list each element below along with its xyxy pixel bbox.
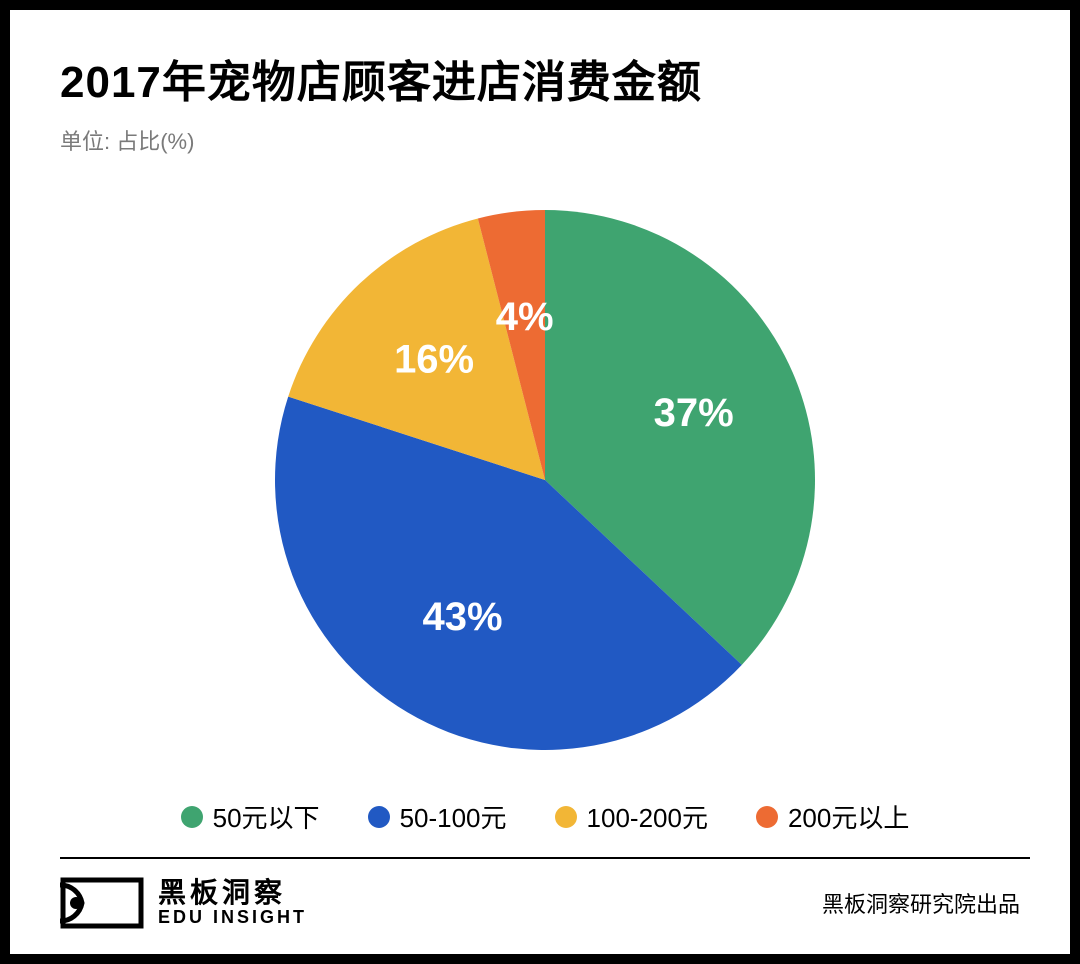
legend-item: 100-200元	[555, 798, 708, 835]
legend-label: 50元以下	[213, 798, 320, 835]
credit-text: 黑板洞察研究院出品	[822, 887, 1020, 919]
brand-name-cn: 黑板洞察	[158, 878, 307, 907]
legend-item: 200元以上	[756, 798, 909, 835]
legend-label: 100-200元	[587, 798, 708, 835]
chart-subtitle: 单位: 占比(%)	[60, 124, 1030, 156]
pie-slice-label: 37%	[654, 391, 734, 435]
legend-label: 50-100元	[400, 798, 507, 835]
brand-name-en: EDU INSIGHT	[158, 907, 307, 928]
legend: 50元以下 50-100元 100-200元 200元以上	[60, 798, 1030, 835]
brand-logo-icon	[60, 877, 144, 929]
pie-chart: 37% 43% 16% 4%	[60, 180, 1030, 770]
legend-item: 50元以下	[181, 798, 320, 835]
pie-slice-label: 16%	[394, 337, 474, 381]
chart-title: 2017年宠物店顾客进店消费金额	[60, 46, 1030, 110]
pie-svg: 37% 43% 16% 4%	[65, 180, 1025, 770]
divider	[60, 857, 1030, 859]
footer: 黑板洞察 EDU INSIGHT 黑板洞察研究院出品	[60, 877, 1030, 929]
legend-swatch	[756, 806, 778, 828]
brand: 黑板洞察 EDU INSIGHT	[60, 877, 307, 929]
chart-card: 2017年宠物店顾客进店消费金额 单位: 占比(%) 37% 43% 16% 4% 5…	[0, 0, 1080, 964]
brand-text: 黑板洞察 EDU INSIGHT	[158, 878, 307, 928]
pie-slice-label: 43%	[423, 595, 503, 639]
legend-swatch	[181, 806, 203, 828]
legend-label: 200元以上	[788, 798, 909, 835]
legend-swatch	[555, 806, 577, 828]
legend-item: 50-100元	[368, 798, 507, 835]
legend-swatch	[368, 806, 390, 828]
pie-slice-label: 4%	[496, 295, 554, 339]
